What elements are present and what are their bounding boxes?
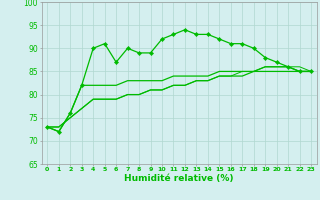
X-axis label: Humidité relative (%): Humidité relative (%) xyxy=(124,174,234,183)
